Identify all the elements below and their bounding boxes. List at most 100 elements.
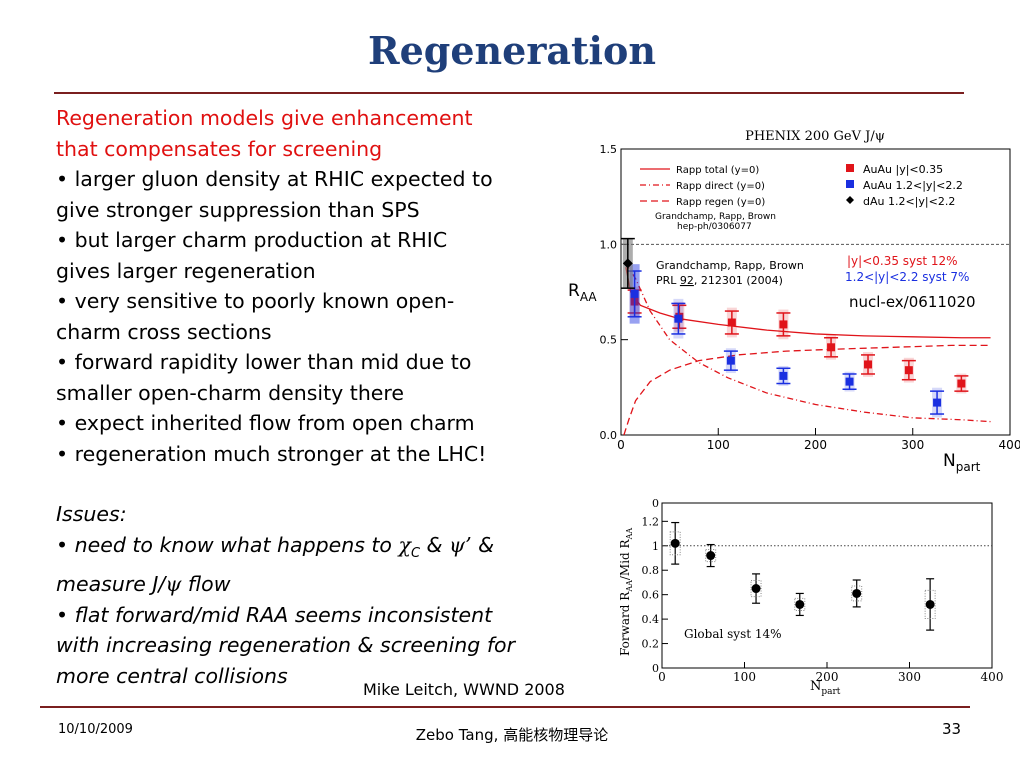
point-auau-fwd <box>776 365 791 386</box>
point-dau <box>620 237 635 289</box>
legend-total: Rapp total (y=0) <box>676 165 759 176</box>
ratio-point <box>794 592 806 617</box>
legend-fwd: AuAu 1.2<|y|<2.2 <box>863 179 963 192</box>
ref-annotation: Grandchamp, Rapp, Brown <box>656 259 804 272</box>
issue-line: with increasing regeneration & screening… <box>56 633 516 658</box>
issue-text: • need to know what happens to <box>56 532 399 557</box>
slide-title: Regeneration <box>368 28 656 73</box>
x-tick-label: 100 <box>707 438 730 452</box>
ratio-point <box>924 578 936 631</box>
x-tick-label: 400 <box>999 438 1020 452</box>
forward-mid-ratio-chart: 0 100 200 300 400 0 0.2 0.4 0.6 0.8 1 1.2 0 Global s… <box>618 498 1004 697</box>
ratio-point <box>705 543 717 568</box>
x-tick-label: 0 <box>658 670 666 684</box>
bullet-line: • but larger charm production at RHIC <box>56 228 448 252</box>
x-tick-label: 100 <box>733 670 756 684</box>
bullet-line: • larger gluon density at RHIC expected … <box>56 167 493 191</box>
x-tick-label: 300 <box>901 438 924 452</box>
body-text: Regeneration models give enhancement tha… <box>56 103 596 691</box>
legend-mid-marker <box>846 164 854 172</box>
theory-curve-total <box>625 267 991 339</box>
psi-symbol: ψ <box>165 572 182 597</box>
point-auau-fwd <box>930 387 945 418</box>
bullet-line: • forward rapidity lower than mid due to <box>56 350 472 374</box>
theory-curve-regen <box>623 344 991 436</box>
x-tick-label: 200 <box>816 670 839 684</box>
chi-subscript: C <box>410 545 421 561</box>
chart1-ticks: 0 100 200 300 400 0.0 0.5 1.0 1.5 <box>600 143 1021 452</box>
bullet-line: charm cross sections <box>56 319 272 344</box>
point-auau-mid <box>861 352 876 377</box>
y-tick-label: 0.8 <box>642 564 660 577</box>
point-auau-fwd <box>723 348 738 374</box>
point-auau-mid <box>724 307 739 338</box>
issue-text: measure J/ <box>56 572 166 597</box>
ratio-point <box>750 573 762 604</box>
ref-annotation: PRL 92, 212301 (2004) <box>656 274 783 287</box>
page-number: 33 <box>942 720 962 738</box>
intro-line: Regeneration models give enhancement <box>56 106 473 130</box>
chart1-ylabel: RAA <box>568 281 597 304</box>
legend-mid: AuAu |y|<0.35 <box>863 163 943 176</box>
point-auau-mid <box>824 334 839 360</box>
issue-text: & <box>420 532 450 557</box>
footer-date: 10/10/2009 <box>58 722 133 737</box>
x-tick-label: 0 <box>617 438 625 452</box>
intro-line: that compensates for screening <box>56 136 383 161</box>
bullet-line: give stronger suppression than SPS <box>56 197 420 222</box>
chart2-frame <box>661 502 993 669</box>
chart1-xlabel: Npart <box>943 451 981 474</box>
raa-vs-npart-chart: PHENIX 200 GeV J/ψ 0 100 200 300 400 0.0 0.5 1.… <box>568 129 1021 474</box>
legend-dau-marker <box>846 196 854 204</box>
y-tick-label: 0.6 <box>642 589 660 602</box>
global-syst-annotation: Global syst 14% <box>684 627 782 641</box>
issue-line: more central collisions <box>56 663 288 688</box>
legend-direct: Rapp direct (y=0) <box>676 181 765 192</box>
legend-ref: Grandchamp, Rapp, Brown <box>655 212 776 222</box>
y-tick-label-partial: 0 <box>652 498 659 510</box>
chart1-legend: Rapp total (y=0) Rapp direct (y=0) Rapp … <box>640 163 963 232</box>
issue-line: • need to know what happens to χC & ψ’ & <box>56 530 596 570</box>
chart2-ticks: 0 100 200 300 400 0 0.2 0.4 0.6 0.8 1 1.2 0 <box>642 498 1004 684</box>
y-tick-label: 0.2 <box>642 638 660 651</box>
issue-text: flow <box>181 572 231 597</box>
y-tick-label: 1.2 <box>642 515 660 528</box>
bullet-line: • regeneration much stronger at the LHC! <box>56 441 487 466</box>
chi-symbol: χ <box>398 532 411 557</box>
point-auau-fwd <box>842 371 857 392</box>
y-tick-label: 1.0 <box>600 238 618 251</box>
x-tick-label: 200 <box>804 438 827 452</box>
chart2-points <box>669 521 936 631</box>
chart1-title: PHENIX 200 GeV J/ψ <box>745 129 885 144</box>
psi-prime-symbol: ψ’ <box>449 532 472 557</box>
legend-dau: dAu 1.2<|y|<2.2 <box>863 195 955 208</box>
bullet-line: • expect inherited flow from open charm <box>56 411 475 435</box>
chart2-ylabel: Forward RAA/Mid RAA <box>618 528 634 656</box>
y-tick-label: 0 <box>652 662 659 675</box>
title-divider <box>54 92 964 94</box>
point-auau-mid <box>776 309 791 340</box>
ratio-point <box>851 579 863 608</box>
y-tick-label: 1 <box>652 540 659 553</box>
ratio-point <box>669 521 681 565</box>
syst-mid-annotation: |y|<0.35 syst 12% <box>847 254 958 268</box>
y-tick-label: 0.4 <box>642 613 660 626</box>
legend-ref2: hep-ph/0306077 <box>677 222 752 232</box>
point-auau-mid <box>954 373 969 394</box>
point-auau-mid <box>901 357 916 383</box>
x-tick-label: 400 <box>981 670 1004 684</box>
issue-line: • flat forward/mid RAA seems inconsisten… <box>56 602 493 627</box>
bullet-line: • very sensitive to poorly known open- <box>56 289 455 313</box>
issue-text: & <box>471 532 495 557</box>
syst-fwd-annotation: 1.2<|y|<2.2 syst 7% <box>845 270 969 284</box>
issue-line: measure J/ψ flow <box>56 569 596 600</box>
issues-heading: Issues: <box>56 502 127 526</box>
point-auau-fwd <box>671 298 686 339</box>
chart1-theory-curves <box>623 263 991 436</box>
legend-regen: Rapp regen (y=0) <box>676 197 765 208</box>
bullet-line: smaller open-charm density there <box>56 380 405 405</box>
bullet-line: gives larger regeneration <box>56 258 316 283</box>
legend-fwd-marker <box>846 180 854 188</box>
footer-author: Zebo Tang, 高能核物理导论 <box>415 726 609 744</box>
nucl-ex-label: nucl-ex/0611020 <box>849 293 976 311</box>
